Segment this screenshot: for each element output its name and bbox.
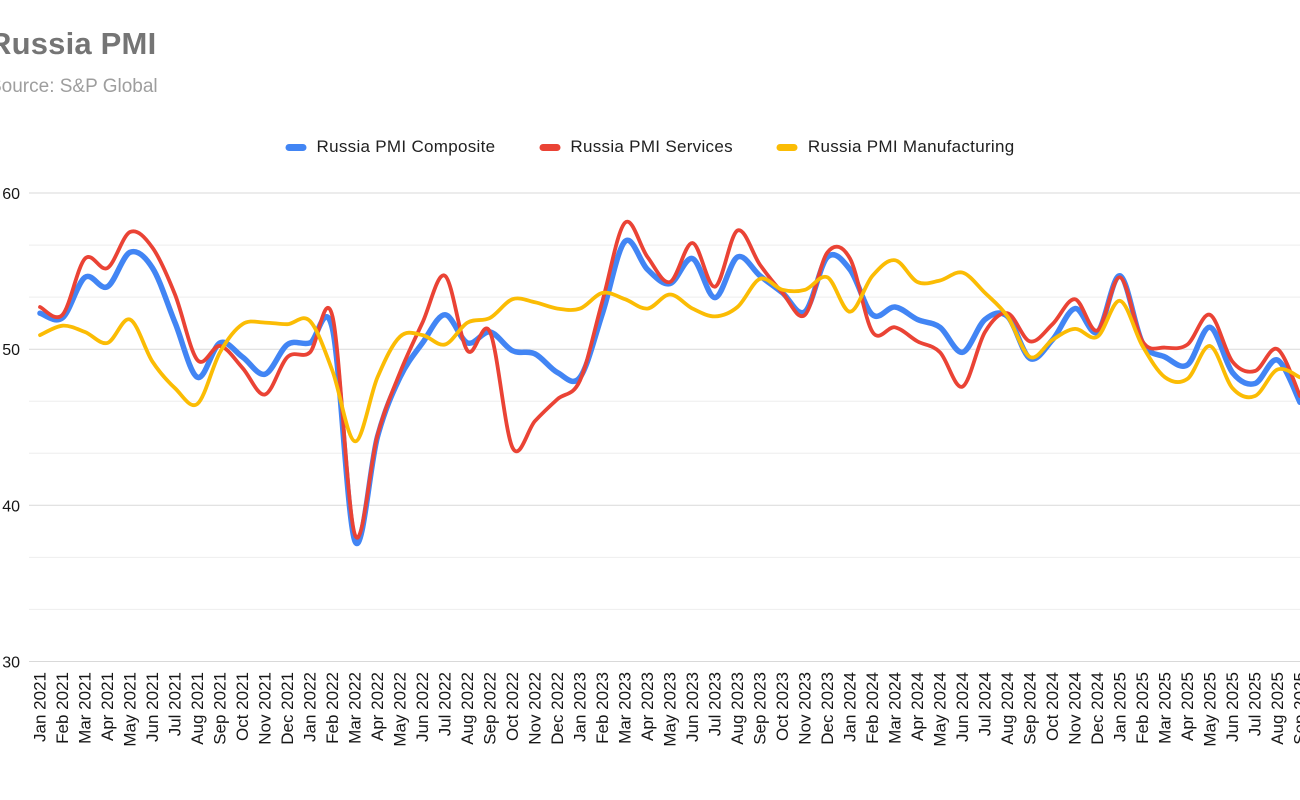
svg-text:Jun 2022: Jun 2022 — [413, 672, 432, 742]
svg-text:Jun 2021: Jun 2021 — [143, 672, 162, 742]
svg-text:Jul 2023: Jul 2023 — [706, 672, 725, 736]
svg-text:May 2023: May 2023 — [661, 672, 680, 747]
svg-text:Jul 2021: Jul 2021 — [166, 672, 185, 736]
svg-text:May 2025: May 2025 — [1201, 672, 1220, 747]
legend-label-services: Russia PMI Services — [570, 137, 733, 156]
manufacturing-line-swatch — [776, 143, 798, 151]
svg-text:Apr 2022: Apr 2022 — [368, 672, 387, 741]
svg-text:Feb 2024: Feb 2024 — [863, 672, 882, 744]
svg-text:Apr 2023: Apr 2023 — [638, 672, 657, 741]
svg-text:Nov 2023: Nov 2023 — [796, 672, 815, 745]
svg-text:Dec 2021: Dec 2021 — [278, 672, 297, 745]
svg-text:Oct 2023: Oct 2023 — [773, 672, 792, 741]
svg-text:May 2024: May 2024 — [931, 672, 950, 747]
svg-text:Mar 2024: Mar 2024 — [886, 672, 905, 744]
composite-line-swatch — [285, 143, 307, 151]
svg-text:Apr 2024: Apr 2024 — [908, 672, 927, 741]
svg-text:Apr 2021: Apr 2021 — [98, 672, 117, 741]
svg-text:Jan 2024: Jan 2024 — [841, 672, 860, 742]
svg-text:Feb 2021: Feb 2021 — [53, 672, 72, 744]
svg-text:Jun 2025: Jun 2025 — [1223, 672, 1242, 742]
svg-text:40: 40 — [2, 498, 20, 515]
svg-text:Nov 2022: Nov 2022 — [526, 672, 545, 745]
svg-text:Oct 2024: Oct 2024 — [1043, 672, 1062, 741]
svg-text:Sep 2021: Sep 2021 — [211, 672, 230, 745]
svg-text:Jul 2024: Jul 2024 — [976, 672, 995, 736]
svg-text:Oct 2021: Oct 2021 — [233, 672, 252, 741]
svg-text:Aug 2022: Aug 2022 — [458, 672, 477, 745]
legend-item-services: Russia PMI Services — [539, 137, 733, 157]
svg-text:Nov 2024: Nov 2024 — [1066, 672, 1085, 745]
svg-text:Jun 2024: Jun 2024 — [953, 672, 972, 742]
svg-text:Nov 2021: Nov 2021 — [256, 672, 275, 745]
svg-text:Jul 2022: Jul 2022 — [436, 672, 455, 736]
svg-text:Mar 2023: Mar 2023 — [616, 672, 635, 744]
svg-text:Sep 2023: Sep 2023 — [751, 672, 770, 745]
svg-text:50: 50 — [2, 342, 20, 359]
svg-text:Sep 2025: Sep 2025 — [1291, 672, 1300, 745]
svg-text:Aug 2023: Aug 2023 — [728, 672, 747, 745]
svg-text:Jan 2023: Jan 2023 — [571, 672, 590, 742]
svg-text:Dec 2023: Dec 2023 — [818, 672, 837, 745]
svg-text:Jun 2023: Jun 2023 — [683, 672, 702, 742]
svg-text:Mar 2022: Mar 2022 — [346, 672, 365, 744]
svg-text:30: 30 — [2, 655, 20, 672]
svg-text:Jan 2022: Jan 2022 — [301, 672, 320, 742]
chart-legend: Russia PMI Composite Russia PMI Services… — [285, 133, 1015, 161]
svg-text:Oct 2022: Oct 2022 — [503, 672, 522, 741]
svg-text:Mar 2025: Mar 2025 — [1156, 672, 1175, 744]
svg-text:Feb 2025: Feb 2025 — [1133, 672, 1152, 744]
svg-text:Feb 2022: Feb 2022 — [323, 672, 342, 744]
svg-text:Dec 2022: Dec 2022 — [548, 672, 567, 745]
svg-text:60: 60 — [2, 186, 20, 203]
legend-item-composite: Russia PMI Composite — [285, 137, 496, 157]
chart-title: Russia PMI — [0, 26, 157, 61]
svg-text:Sep 2022: Sep 2022 — [481, 672, 500, 745]
svg-text:Jan 2021: Jan 2021 — [31, 672, 50, 742]
svg-text:Apr 2025: Apr 2025 — [1178, 672, 1197, 741]
svg-text:May 2022: May 2022 — [391, 672, 410, 747]
chart-source: Source: S&P Global — [0, 76, 158, 97]
svg-text:Aug 2025: Aug 2025 — [1268, 672, 1287, 745]
legend-label-manufacturing: Russia PMI Manufacturing — [807, 137, 1015, 156]
svg-text:Sep 2024: Sep 2024 — [1021, 672, 1040, 745]
legend-label-composite: Russia PMI Composite — [316, 137, 496, 156]
svg-text:Mar 2021: Mar 2021 — [76, 672, 95, 744]
legend-item-manufacturing: Russia PMI Manufacturing — [776, 137, 1015, 157]
svg-text:Aug 2021: Aug 2021 — [188, 672, 207, 745]
services-line-swatch — [539, 143, 561, 151]
svg-text:Aug 2024: Aug 2024 — [998, 672, 1017, 745]
svg-text:May 2021: May 2021 — [121, 672, 140, 747]
svg-text:Jul 2025: Jul 2025 — [1246, 672, 1265, 736]
svg-text:Jan 2025: Jan 2025 — [1111, 672, 1130, 742]
svg-text:Feb 2023: Feb 2023 — [593, 672, 612, 744]
svg-text:Dec 2024: Dec 2024 — [1088, 672, 1107, 745]
